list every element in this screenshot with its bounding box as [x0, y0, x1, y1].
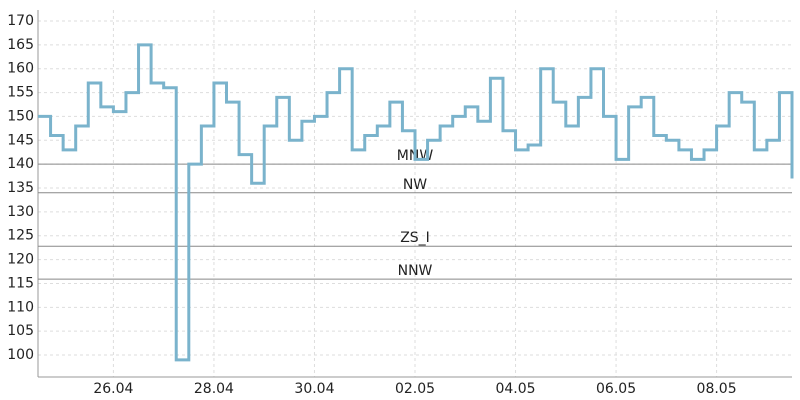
- y-tick-label: 150: [7, 108, 34, 124]
- x-tick-label: 30.04: [294, 381, 334, 397]
- y-tick-label: 125: [7, 228, 34, 244]
- x-tick-label: 28.04: [194, 381, 234, 397]
- y-tick-label: 170: [7, 13, 34, 29]
- y-tick-label: 120: [7, 252, 34, 268]
- x-tick-label: 26.04: [93, 381, 133, 397]
- y-tick-label: 135: [7, 180, 34, 196]
- reference-label: NNW: [398, 263, 433, 279]
- y-tick-label: 145: [7, 132, 34, 148]
- x-tick-label: 08.05: [697, 381, 737, 397]
- y-tick-label: 155: [7, 85, 34, 101]
- reference-label: NW: [403, 177, 427, 193]
- y-tick-label: 130: [7, 204, 34, 220]
- y-tick-label: 140: [7, 156, 34, 172]
- y-tick-label: 105: [7, 323, 34, 339]
- y-tick-label: 110: [7, 299, 34, 315]
- y-tick-label: 160: [7, 61, 34, 77]
- x-tick-label: 04.05: [495, 381, 535, 397]
- x-tick-label: 02.05: [395, 381, 435, 397]
- y-tick-label: 100: [7, 347, 34, 363]
- y-tick-label: 165: [7, 37, 34, 53]
- y-tick-label: 115: [7, 275, 34, 291]
- x-tick-label: 06.05: [596, 381, 636, 397]
- reference-label: ZS_I: [400, 230, 430, 246]
- data-line: [38, 43, 794, 362]
